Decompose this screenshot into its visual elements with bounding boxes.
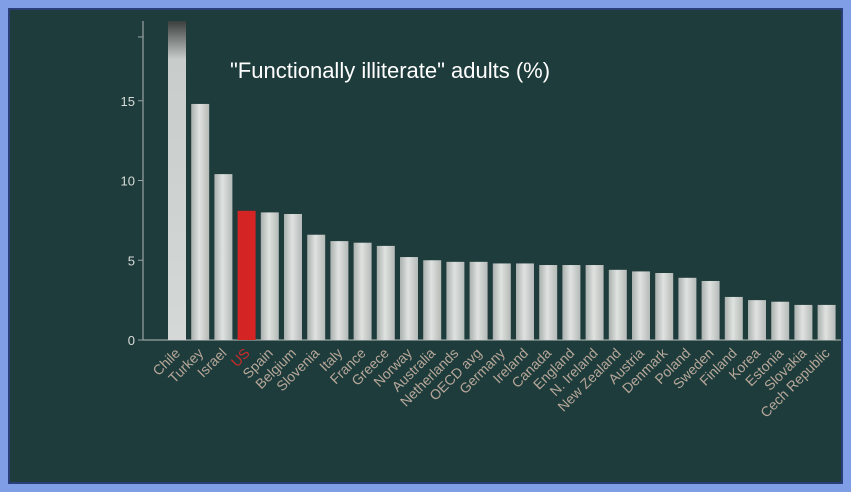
y-tick-label: 10 — [121, 174, 135, 189]
bar-turkey — [191, 103, 210, 340]
bar-ireland — [516, 263, 534, 340]
bar-new-zealand — [608, 269, 627, 340]
axes: 0 5 10 15 — [121, 21, 841, 348]
bar-netherlands — [446, 261, 465, 340]
bar-oecd-avg — [469, 261, 488, 340]
bar-austria — [632, 271, 650, 340]
y-tick-label: 0 — [128, 333, 135, 348]
bar-england — [562, 265, 581, 340]
bar-denmark — [655, 273, 674, 340]
bar-australia — [423, 260, 442, 340]
bar-france — [353, 242, 372, 340]
bar-n-ireland — [585, 265, 604, 340]
x-tick-labels: ChileTurkeyIsraelUSSpainBelgiumSloveniaI… — [149, 344, 832, 420]
bar-finland — [724, 296, 743, 340]
bar-canada — [539, 265, 558, 340]
bar-norway — [400, 257, 418, 340]
bar-greece — [376, 245, 395, 340]
bar-sweden — [701, 280, 720, 340]
bar-spain — [260, 212, 279, 340]
bar-israel — [214, 174, 233, 340]
bar-slovenia — [307, 234, 326, 340]
chart-panel: "Functionally illiterate" adults (%) 0 5 1… — [10, 10, 841, 482]
bar-belgium — [284, 213, 302, 340]
bar-korea — [748, 300, 766, 340]
bar-estonia — [771, 301, 790, 340]
bar-chile — [168, 21, 186, 340]
bar-chart: "Functionally illiterate" adults (%) 0 5 1… — [121, 21, 841, 421]
bars — [168, 21, 836, 340]
bar-cech-republic — [817, 304, 836, 340]
bar-poland — [678, 277, 697, 340]
y-tick-label: 15 — [121, 94, 135, 109]
bar-italy — [330, 241, 349, 340]
y-tick-label: 5 — [128, 253, 135, 268]
bar-us — [237, 210, 256, 340]
bar-slovakia — [794, 304, 813, 340]
chart-title: "Functionally illiterate" adults (%) — [230, 58, 550, 83]
bar-germany — [492, 263, 511, 340]
